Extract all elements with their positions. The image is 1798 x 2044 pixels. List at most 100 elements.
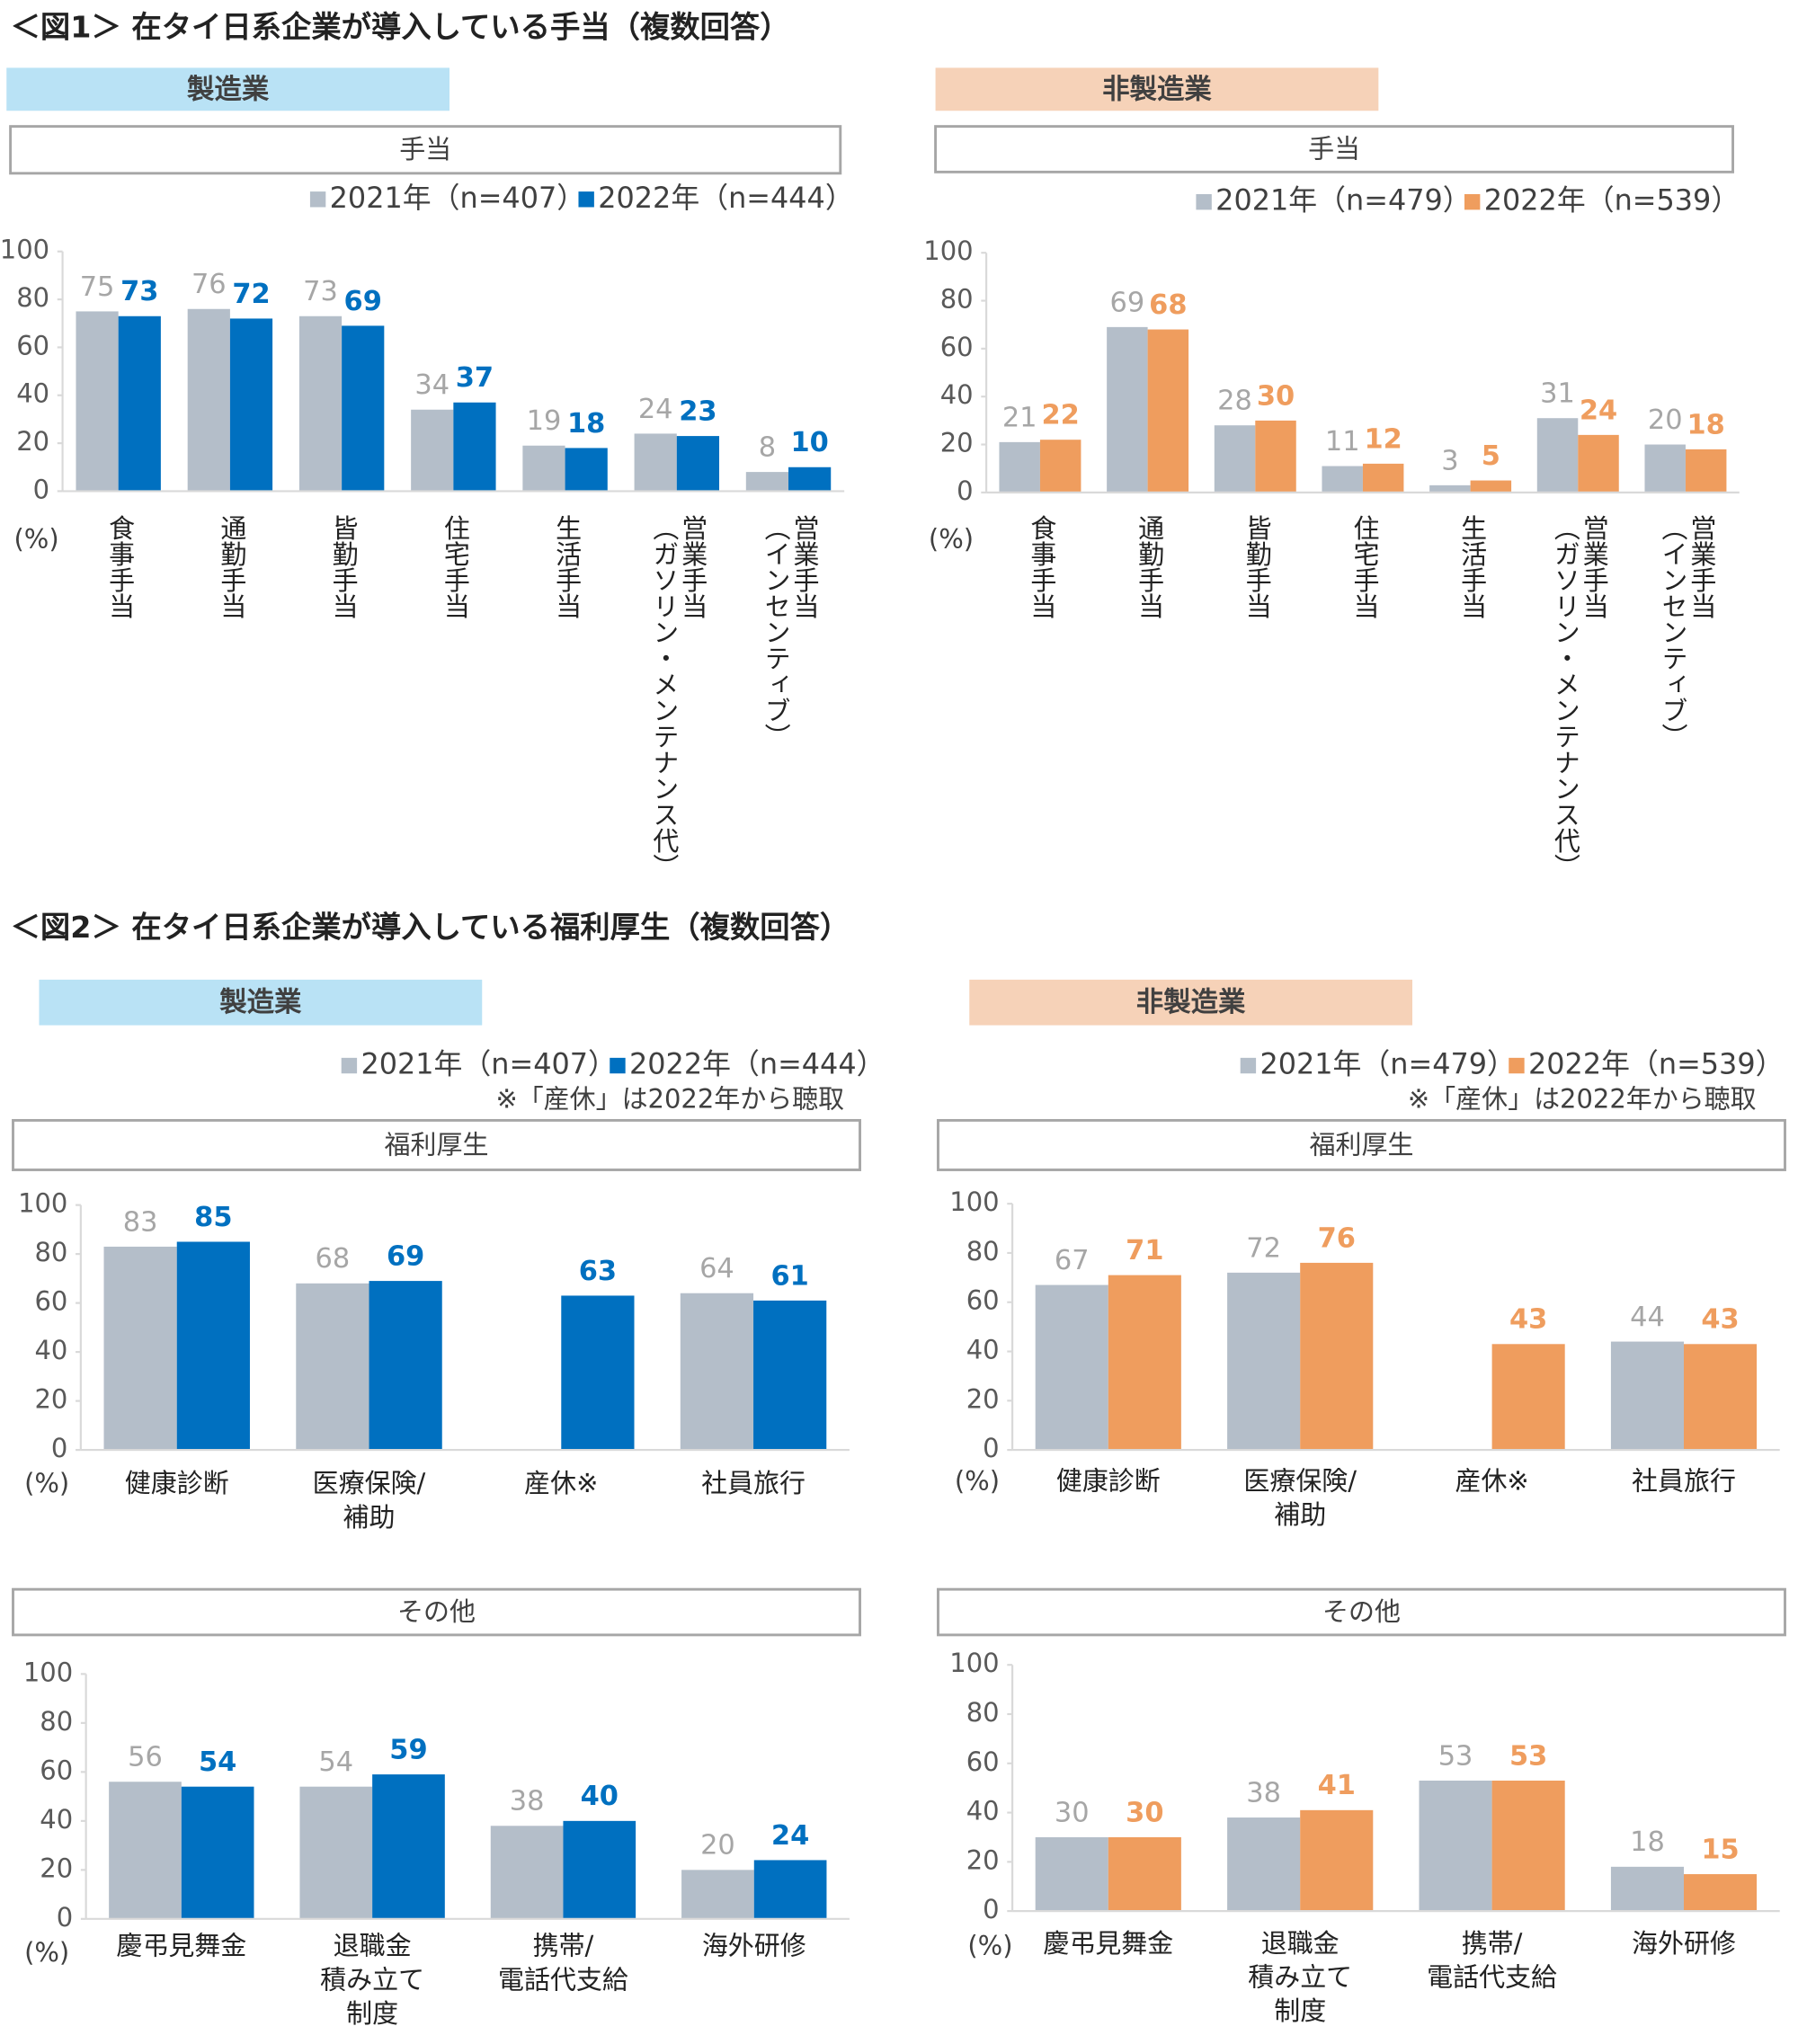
y-tick-label: 80 xyxy=(34,1237,67,1267)
x-tick-label: 産休※ xyxy=(1455,1465,1528,1496)
note: ※「産休」は2022年から聴取 xyxy=(495,1084,844,1115)
bar xyxy=(1684,1344,1758,1451)
bar xyxy=(453,402,496,492)
legend-marker xyxy=(1240,1057,1257,1074)
legend-label: 2021年（n=479） xyxy=(1215,183,1471,218)
x-tick-label: 営業手当（インセンティブ） xyxy=(761,515,820,750)
legend-label: 2021年（n=407） xyxy=(360,1047,617,1081)
value-label: 41 xyxy=(1318,1770,1356,1801)
bar xyxy=(109,1782,182,1919)
bar xyxy=(76,311,119,492)
y-axis-label: (%) xyxy=(24,1468,69,1498)
y-tick-label: 60 xyxy=(966,1285,1000,1316)
x-tick-label: 海外研修 xyxy=(702,1931,806,1961)
bar xyxy=(1108,1275,1181,1451)
bar xyxy=(1491,1780,1565,1912)
x-tick-label: 慶弔見舞金 xyxy=(1043,1928,1173,1959)
x-tick-label: 営業手当（インセンティブ） xyxy=(1658,515,1717,750)
value-label: 72 xyxy=(232,279,270,310)
y-axis-label: (%) xyxy=(955,1465,1000,1496)
y-tick-label: 60 xyxy=(940,332,974,362)
panel-band xyxy=(935,67,1379,111)
legend-marker xyxy=(309,191,326,208)
legend-marker xyxy=(610,1057,626,1074)
legend-label: 2022年（n=444） xyxy=(629,1047,886,1081)
value-label: 73 xyxy=(120,276,158,307)
bar xyxy=(342,325,385,492)
x-tick-label: 営業手当（ガソリン・メンテナンス代） xyxy=(1550,515,1609,880)
panel-label: 非製造業 xyxy=(1136,987,1246,1018)
y-tick-label: 0 xyxy=(51,1433,67,1463)
value-label: 10 xyxy=(790,427,828,458)
bar xyxy=(1214,425,1256,493)
bar xyxy=(565,448,608,492)
value-label: 56 xyxy=(128,1742,163,1773)
value-label: 73 xyxy=(303,276,338,307)
value-label: 3 xyxy=(1441,445,1458,476)
x-tick-label: 食事手当 xyxy=(1027,515,1057,619)
y-tick-label: 0 xyxy=(983,1433,999,1463)
value-label: 69 xyxy=(1110,287,1145,318)
chart-title: その他 xyxy=(1322,1596,1401,1627)
x-tick-label: 医療保険/補助 xyxy=(1243,1465,1357,1530)
value-label: 28 xyxy=(1217,386,1252,417)
y-axis-label: (%) xyxy=(929,523,974,554)
bar xyxy=(681,1870,754,1919)
x-tick-label: 海外研修 xyxy=(1632,1928,1736,1959)
bar xyxy=(1685,449,1727,493)
bar xyxy=(299,1786,373,1919)
y-tick-label: 20 xyxy=(966,1844,1000,1875)
x-tick-label: 健康診断 xyxy=(125,1468,229,1498)
value-label: 64 xyxy=(699,1253,734,1284)
title-box xyxy=(934,125,1734,173)
bar xyxy=(522,445,565,492)
value-label: 22 xyxy=(1042,400,1080,431)
bar xyxy=(1300,1262,1374,1451)
value-label: 8 xyxy=(759,431,776,463)
bar xyxy=(680,1293,754,1451)
y-tick-label: 60 xyxy=(34,1286,67,1317)
panel-band xyxy=(39,979,483,1026)
legend-label: 2022年（n=539） xyxy=(1528,1047,1784,1081)
y-tick-label: 40 xyxy=(966,1796,1000,1826)
chart-title: その他 xyxy=(397,1596,476,1627)
value-label: 69 xyxy=(387,1241,424,1273)
title-box xyxy=(937,1118,1786,1171)
x-tick-label: 通勤手当 xyxy=(217,515,247,619)
y-tick-label: 60 xyxy=(40,1755,73,1785)
value-label: 34 xyxy=(414,369,450,401)
value-label: 75 xyxy=(80,271,115,303)
title-box xyxy=(12,1118,861,1171)
y-tick-label: 20 xyxy=(940,428,974,458)
bar xyxy=(745,472,789,492)
x-tick-label: 皆勤手当 xyxy=(328,515,359,619)
x-tick-label: 退職金積み立て制度 xyxy=(1248,1928,1352,2026)
panel-band xyxy=(6,67,450,111)
y-tick-label: 40 xyxy=(966,1335,1000,1365)
bar xyxy=(1039,440,1081,493)
chart-title: 福利厚生 xyxy=(385,1129,489,1160)
bar xyxy=(676,436,719,492)
y-tick-label: 20 xyxy=(34,1384,67,1415)
y-tick-label: 40 xyxy=(40,1804,73,1835)
title-box xyxy=(937,1587,1786,1637)
bar xyxy=(1419,1780,1492,1912)
x-tick-label: 生活手当 xyxy=(552,515,583,619)
title-box xyxy=(12,1587,861,1637)
value-label: 23 xyxy=(679,395,717,427)
bar xyxy=(229,318,273,492)
value-label: 30 xyxy=(1055,1797,1090,1828)
bar xyxy=(999,441,1040,493)
x-tick-label: 健康診断 xyxy=(1056,1465,1161,1496)
y-tick-label: 80 xyxy=(940,284,974,315)
x-tick-label: 生活手当 xyxy=(1457,515,1488,619)
value-label: 85 xyxy=(194,1202,232,1233)
y-tick-label: 80 xyxy=(16,282,49,313)
value-label: 18 xyxy=(567,408,605,440)
figure-title: ＜図2＞ 在タイ日系企業が導入している福利厚生（複数回答） xyxy=(11,910,850,945)
bar xyxy=(788,467,832,492)
bar xyxy=(296,1283,369,1451)
y-tick-label: 40 xyxy=(940,379,974,410)
